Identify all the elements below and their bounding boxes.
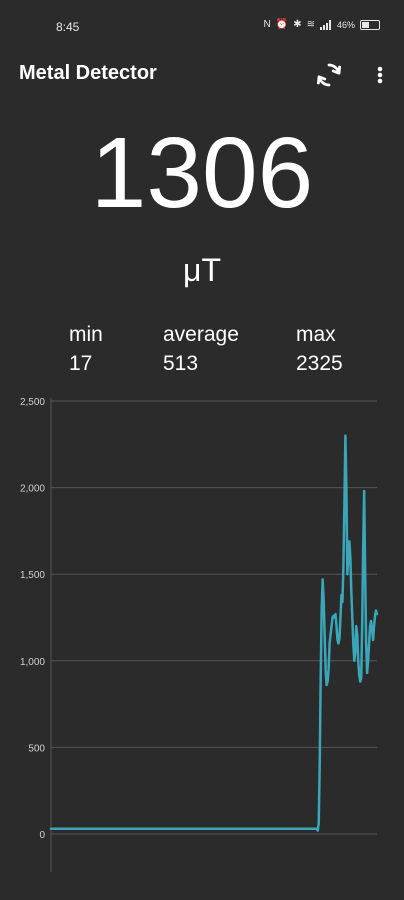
chart-y-tick-label: 0 (39, 830, 45, 841)
alarm-icon: ⏰ (275, 19, 289, 30)
nfc-icon: N (263, 19, 271, 30)
bluetooth-icon: ✱ (293, 19, 302, 30)
refresh-icon (317, 63, 341, 87)
battery-percent: 46% (336, 20, 355, 30)
chart-series-line (49, 434, 379, 832)
stat-max-label: max (296, 323, 336, 346)
stat-average-value: 513 (163, 352, 199, 375)
field-history-chart: 0 500 1,000 1,500 2,000 2,500 (20, 397, 379, 872)
stat-min-value: 17 (69, 352, 93, 375)
chart-y-ticks: 0 500 1,000 1,500 2,000 2,500 (20, 397, 45, 841)
chart-y-tick-label: 2,000 (20, 484, 45, 495)
stat-max: max 2325 (296, 322, 343, 377)
signal-icon (319, 20, 331, 30)
status-bar: 8:45 N ⏰ ✱ ≋ 46% (0, 0, 404, 52)
more-options-button[interactable] (368, 60, 392, 90)
chart-y-tick-label: 2,500 (20, 397, 45, 408)
stat-average-label: average (163, 323, 239, 346)
app-bar: Metal Detector (0, 52, 404, 96)
battery-fill (362, 22, 370, 28)
field-reading: 1306 (90, 117, 314, 229)
chart-y-tick-label: 1,000 (20, 657, 45, 668)
app-title: Metal Detector (19, 62, 157, 84)
stat-min-label: min (69, 323, 103, 346)
status-icons: N ⏰ ✱ ≋ 46% (264, 19, 380, 31)
stat-max-value: 2325 (296, 352, 343, 375)
chart-y-tick-label: 1,500 (20, 570, 45, 581)
stat-average: average 513 (163, 322, 239, 377)
stat-min: min 17 (69, 322, 103, 377)
more-vert-icon (377, 66, 383, 84)
wifi-icon: ≋ (306, 19, 315, 30)
chart-grid (51, 400, 377, 835)
field-unit: μT (183, 252, 221, 288)
status-time: 8:45 (56, 20, 80, 34)
refresh-button[interactable] (314, 60, 344, 90)
battery-icon (360, 20, 380, 30)
chart-y-tick-label: 500 (28, 743, 45, 754)
